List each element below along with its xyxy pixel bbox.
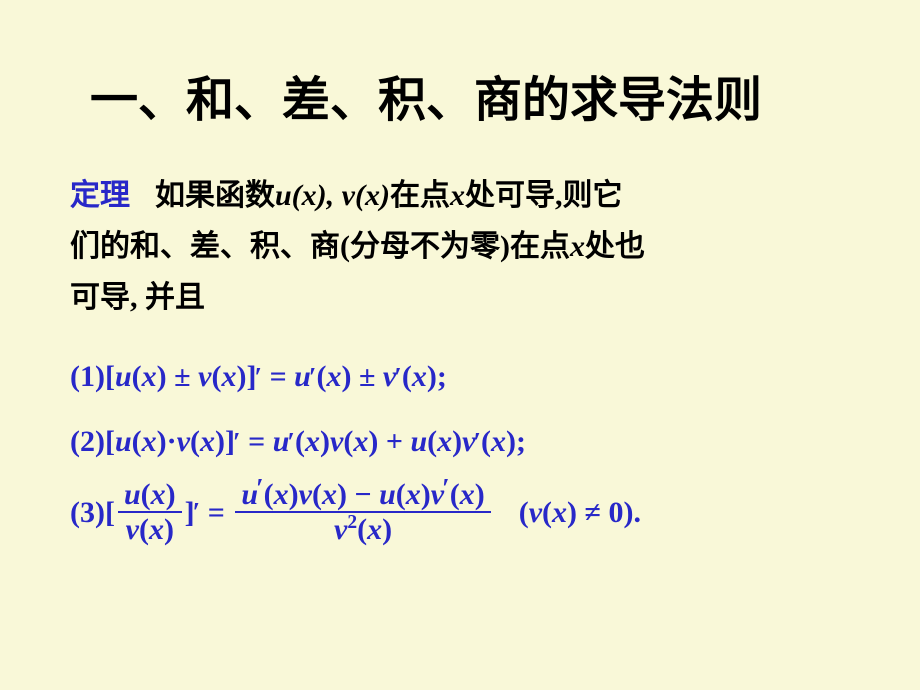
- f3-eq: =: [208, 484, 225, 541]
- f3-lhs-frac: u(x) v(x): [118, 478, 182, 546]
- f2-lp1: (: [132, 413, 142, 470]
- f1-x1: x: [142, 348, 157, 405]
- f1-pm2: ±: [359, 348, 375, 405]
- f3-rhs-frac: u′(x)v(x) − u(x)v′(x) v2(x): [235, 478, 490, 546]
- f2-x4: x: [353, 413, 368, 470]
- f2-x6: x: [491, 413, 506, 470]
- th-func1: u(x),: [275, 179, 334, 212]
- formula-2: (2)[u(x)·v(x)]′ = u′(x)v(x) + u(x)v′(x);: [70, 413, 850, 470]
- th-l3: 可导, 并且: [70, 281, 205, 314]
- formula-1: (1)[u(x) ± v(x)]′ = u′(x) ± v′(x);: [70, 348, 850, 405]
- f2-num: (2): [70, 413, 105, 470]
- f1-x4: x: [412, 348, 427, 405]
- th-l2a: 们的和、差、积、商: [70, 230, 340, 263]
- th-l2b: 分母不为零: [350, 230, 500, 263]
- f2-v1: v: [177, 413, 190, 470]
- th-t1: 如果函数: [155, 179, 275, 212]
- f1-eq: =: [270, 348, 287, 405]
- f2-x3: x: [305, 413, 320, 470]
- f1-lp2: (: [211, 348, 221, 405]
- f2-lp2: (: [190, 413, 200, 470]
- f2-rp4: ): [368, 413, 378, 470]
- th-t4: 则它: [562, 179, 622, 212]
- f3-num: (3): [70, 484, 105, 541]
- th-l2d: 处也: [585, 230, 645, 263]
- f1-rp3: ): [341, 348, 351, 405]
- th-t2: 在点: [390, 179, 450, 212]
- f1-u1: u: [115, 348, 132, 405]
- th-pr: ): [500, 230, 510, 263]
- f2-x5: x: [437, 413, 452, 470]
- th-func2: v(x): [342, 179, 390, 212]
- f2-rp2: ): [215, 413, 225, 470]
- f2-rp5: ): [452, 413, 462, 470]
- f1-x3: x: [326, 348, 341, 405]
- f3-condition: (v(x) ≠ 0).: [519, 484, 641, 541]
- f2-lp5: (: [427, 413, 437, 470]
- f1-rp1: ): [157, 348, 167, 405]
- f3-lb: [: [105, 484, 115, 541]
- theorem-text: 定理如果函数u(x), v(x)在点x处可导,则它 们的和、差、积、商(分母不为…: [70, 170, 850, 323]
- f2-eq: =: [248, 413, 265, 470]
- th-x1: x: [450, 179, 465, 212]
- f1-x2: x: [221, 348, 236, 405]
- formula-3: (3)[ u(x) v(x) ]′ = u′(x)v(x) − u(x)v′(x…: [70, 478, 850, 546]
- f2-x1: x: [142, 413, 157, 470]
- f2-u1: u: [115, 413, 132, 470]
- f1-lp4: (: [402, 348, 412, 405]
- th-l2c: 在点: [510, 230, 570, 263]
- f2-rp3: ): [320, 413, 330, 470]
- f2-rp1: ): [157, 413, 167, 470]
- f1-pm1: ±: [174, 348, 190, 405]
- f1-lb: [: [105, 348, 115, 405]
- formula-block: (1)[u(x) ± v(x)]′ = u′(x) ± v′(x); (2)[u…: [70, 348, 850, 546]
- th-x2: x: [570, 230, 585, 263]
- f2-dot: ·: [167, 413, 177, 470]
- f2-semi: ;: [516, 413, 526, 470]
- f2-x2: x: [200, 413, 215, 470]
- f1-semi: ;: [437, 348, 447, 405]
- f2-v2: v: [330, 413, 343, 470]
- th-t3: 处可导: [465, 179, 555, 212]
- f1-rp2: ): [236, 348, 246, 405]
- f2-lp4: (: [343, 413, 353, 470]
- f1-v1: v: [198, 348, 211, 405]
- theorem-label: 定理: [70, 179, 130, 212]
- f1-lp3: (: [316, 348, 326, 405]
- f2-u3: u: [410, 413, 427, 470]
- f2-plus: +: [386, 413, 403, 470]
- f2-lp3: (: [295, 413, 305, 470]
- f2-lb: [: [105, 413, 115, 470]
- f2-lp6: (: [481, 413, 491, 470]
- th-pl: (: [340, 230, 350, 263]
- f1-rp4: ): [427, 348, 437, 405]
- page-title: 一、和、差、积、商的求导法则: [90, 60, 850, 130]
- f1-lp1: (: [132, 348, 142, 405]
- f2-rp6: ): [506, 413, 516, 470]
- f1-num: (1): [70, 348, 105, 405]
